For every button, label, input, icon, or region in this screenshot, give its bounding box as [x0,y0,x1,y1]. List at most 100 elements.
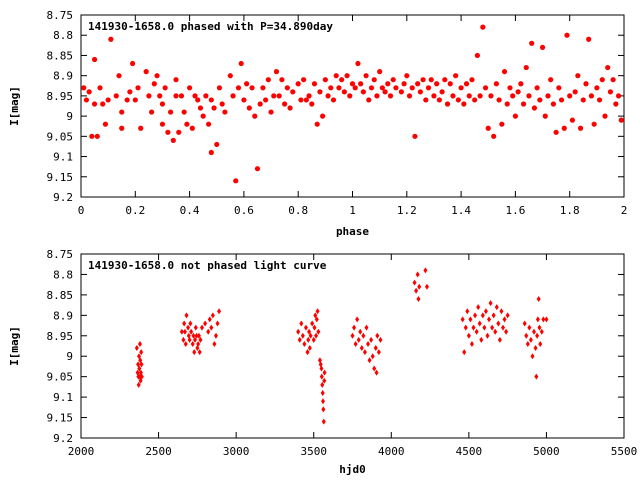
data-point [537,97,543,103]
data-point [319,373,324,380]
data-point [306,93,312,99]
data-point [215,320,220,327]
data-point [505,312,510,319]
data-point [330,97,337,103]
data-point [471,324,476,331]
x-tick-label: 0 [78,204,85,217]
data-point [482,324,487,331]
data-point [468,316,473,323]
data-point [599,77,605,83]
data-point [591,121,597,127]
data-point [139,361,144,368]
data-point [157,93,163,99]
data-point [233,178,239,184]
data-point [143,69,149,75]
data-point [321,418,326,425]
data-point [328,85,334,91]
data-point [460,316,465,323]
data-point [322,369,327,376]
data-point [417,89,423,95]
data-point [151,81,157,87]
data-point [246,105,252,111]
data-point [154,73,160,79]
data-point [313,312,318,319]
data-point [401,81,407,87]
data-point [113,93,119,99]
data-point [572,89,578,95]
data-point [479,336,484,343]
data-point [404,73,410,79]
data-point [491,133,497,139]
data-point [129,60,136,67]
data-point [363,73,369,79]
y-tick-label: 8.95 [47,90,74,103]
y-tick-label: 8.75 [47,248,74,261]
data-point [314,316,319,323]
x-tick-label: 3000 [223,445,250,458]
data-point [134,345,139,352]
data-point [303,324,308,331]
data-point [518,81,524,87]
data-point [569,117,576,123]
data-point [297,336,302,343]
y-tick-label: 8.75 [47,9,74,22]
data-point [602,113,608,119]
data-point [472,97,478,103]
data-point [424,283,429,290]
x-tick-label: 3500 [300,445,327,458]
data-point [183,340,188,347]
data-point [137,365,142,372]
data-point [371,77,377,83]
data-point [362,349,367,356]
x-axis-label: phase [336,225,369,238]
data-point [119,109,125,115]
data-point [227,73,233,79]
data-point [306,336,311,343]
data-point [206,328,211,335]
data-point [450,93,456,99]
data-point [230,93,236,99]
y-tick-label: 8.85 [47,49,74,62]
x-tick-label: 4500 [456,445,483,458]
data-point [374,93,380,99]
data-point [473,312,478,319]
data-point [480,312,485,319]
data-point [455,97,461,103]
data-point [618,117,624,123]
data-point [529,40,535,46]
data-point [312,324,317,331]
y-tick-label: 9.05 [47,371,74,384]
y-axis-label: I[mag] [8,326,21,366]
data-point [302,340,307,347]
data-point [583,81,589,87]
data-point [176,129,182,135]
data-point [81,85,87,91]
data-point [173,93,179,99]
data-point [537,324,542,331]
data-point [222,109,228,115]
data-point [406,93,413,99]
data-point [469,77,475,83]
x-tick-label: 5000 [533,445,560,458]
data-point [187,336,192,343]
y-tick-label: 8.95 [47,330,74,343]
data-point [493,81,499,87]
data-point [325,93,331,99]
data-point [523,64,529,71]
data-point [320,390,325,397]
data-point [322,377,327,384]
data-point [499,121,505,127]
x-axis-label: hjd0 [339,463,366,476]
data-point [197,349,202,356]
data-point [417,283,422,290]
data-point [462,349,467,356]
data-point [188,320,193,327]
data-point [249,85,255,91]
data-point [412,133,418,139]
data-point [162,85,168,91]
data-point [86,89,92,95]
data-point [374,369,379,376]
data-point [196,332,201,339]
